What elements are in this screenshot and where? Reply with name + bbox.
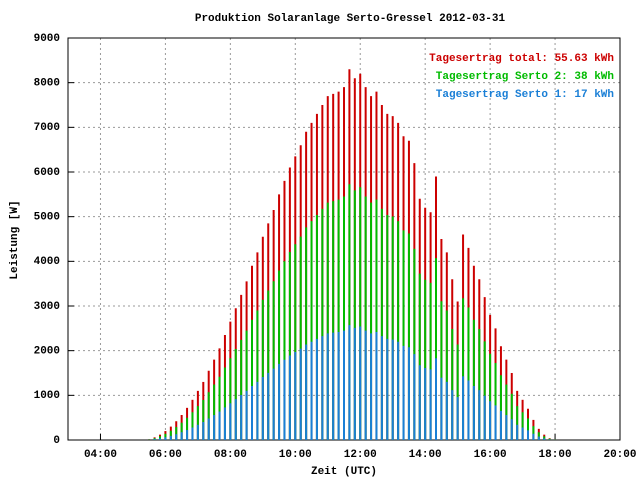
x-tick-label: 16:00	[474, 449, 507, 461]
x-tick-label: 12:00	[344, 449, 377, 461]
x-tick-label: 18:00	[539, 449, 572, 461]
legend-entry: Tagesertrag total: 55.63 kWh	[429, 53, 614, 65]
chart-title: Produktion Solaranlage Serto-Gressel 201…	[195, 13, 506, 25]
x-tick-label: 20:00	[603, 449, 636, 461]
y-axis-label: Leistung [W]	[9, 200, 21, 279]
x-axis-label: Zeit (UTC)	[311, 466, 377, 478]
y-tick-label: 5000	[34, 212, 60, 224]
x-tick-label: 06:00	[149, 449, 182, 461]
legend-entry: Tagesertrag Serto 2: 38 kWh	[436, 71, 614, 83]
y-tick-label: 3000	[34, 301, 60, 313]
y-tick-label: 4000	[34, 256, 60, 268]
x-tick-label: 14:00	[409, 449, 442, 461]
y-tick-label: 8000	[34, 78, 60, 90]
y-tick-label: 0	[53, 435, 60, 447]
y-tick-label: 6000	[34, 167, 60, 179]
y-tick-label: 2000	[34, 346, 60, 358]
y-tick-label: 7000	[34, 122, 60, 134]
x-tick-label: 04:00	[84, 449, 117, 461]
x-tick-label: 10:00	[279, 449, 312, 461]
x-tick-label: 08:00	[214, 449, 247, 461]
y-tick-label: 1000	[34, 390, 60, 402]
legend-entry: Tagesertrag Serto 1: 17 kWh	[436, 89, 614, 101]
y-tick-label: 9000	[34, 33, 60, 45]
